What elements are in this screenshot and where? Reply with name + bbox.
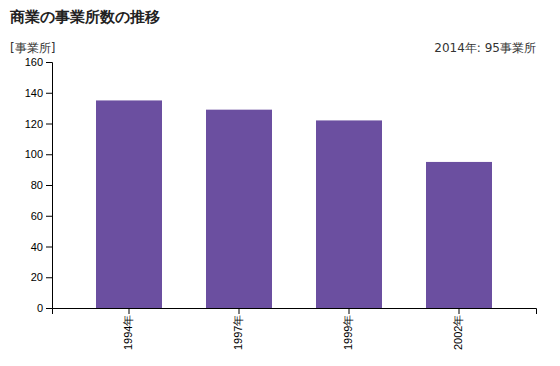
bar — [96, 100, 162, 308]
y-tick: 20 — [31, 271, 52, 283]
x-tick-mark — [349, 308, 350, 314]
y-tick-mark — [46, 62, 52, 63]
y-tick-label: 60 — [31, 210, 43, 222]
x-tick-mark — [459, 308, 460, 314]
y-tick-mark — [46, 185, 52, 186]
y-tick-mark — [46, 154, 52, 155]
y-tick: 100 — [25, 148, 52, 160]
x-axis-line — [53, 309, 537, 315]
chart-svg: 商業の事業所数の推移 0 20 40 60 80 100 120 140 160 1994年 1997… — [0, 0, 560, 366]
y-tick-mark — [46, 216, 52, 217]
annotation: 2014年: 95事業所 — [434, 41, 536, 55]
y-tick-mark — [46, 308, 52, 309]
y-tick-mark — [46, 277, 52, 278]
bar — [316, 120, 382, 308]
x-tick: 1999年 — [342, 308, 354, 350]
bar — [426, 162, 492, 308]
y-tick-label: 0 — [37, 302, 43, 314]
y-tick: 60 — [31, 210, 52, 222]
y-tick-label: 160 — [25, 56, 43, 68]
x-tick: 2002年 — [452, 308, 464, 350]
y-tick: 40 — [31, 241, 52, 253]
y-tick-label: 80 — [31, 179, 43, 191]
y-tick-label: 120 — [25, 118, 43, 130]
y-tick-mark — [46, 247, 52, 248]
y-tick: 80 — [31, 179, 52, 191]
plot-area: 0 20 40 60 80 100 120 140 160 1994年 1997年 1999年 2002… — [25, 56, 537, 350]
y-tick-label: 40 — [31, 241, 43, 253]
y-tick-label: 20 — [31, 271, 43, 283]
y-tick: 120 — [25, 118, 52, 130]
x-tick: 1994年 — [122, 308, 134, 350]
y-tick: 140 — [25, 87, 52, 99]
x-tick-label: 1997年 — [232, 315, 244, 350]
y-axis: 0 20 40 60 80 100 120 140 160 — [25, 56, 53, 314]
x-tick-mark — [129, 308, 130, 314]
y-axis-label: [事業所] — [10, 41, 55, 55]
y-axis-line — [46, 63, 53, 309]
y-tick: 0 — [37, 302, 52, 314]
x-axis: 1994年 1997年 1999年 2002年 — [53, 308, 537, 350]
x-tick-label: 2002年 — [452, 315, 464, 350]
x-tick-label: 1999年 — [342, 315, 354, 350]
y-tick: 160 — [25, 56, 52, 68]
x-tick-mark — [239, 308, 240, 314]
bars — [96, 100, 492, 308]
y-tick-mark — [46, 124, 52, 125]
y-tick-label: 100 — [25, 148, 43, 160]
x-tick: 1997年 — [232, 308, 244, 350]
y-tick-mark — [46, 93, 52, 94]
bar — [206, 110, 272, 308]
chart-container: 商業の事業所数の推移 0 20 40 60 80 100 120 140 160 1994年 1997… — [0, 0, 560, 366]
chart-title: 商業の事業所数の推移 — [9, 8, 160, 26]
x-tick-label: 1994年 — [122, 315, 134, 350]
y-tick-label: 140 — [25, 87, 43, 99]
